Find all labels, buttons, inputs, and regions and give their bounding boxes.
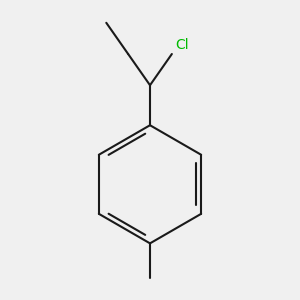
Text: Cl: Cl (175, 38, 188, 52)
